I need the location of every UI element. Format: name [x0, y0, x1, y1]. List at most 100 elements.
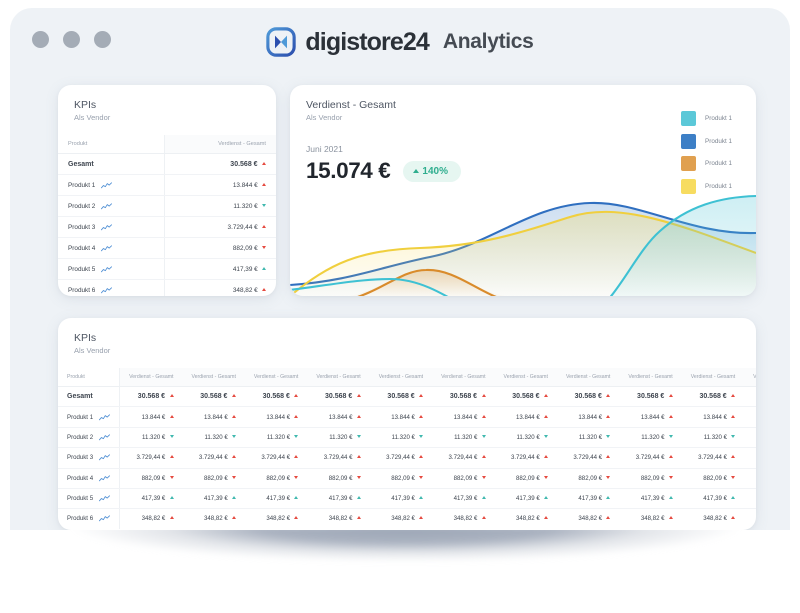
trend-arrow-icon — [294, 455, 299, 459]
detail-col-verdienst[interactable]: Verdienst - Gesamt — [681, 368, 745, 387]
value-cell: 348,82 € — [619, 509, 681, 529]
detail-col-verdienst[interactable]: Verdienst - Gesamt — [744, 368, 756, 387]
detail-col-verdienst[interactable]: Verdienst - Gesamt — [182, 368, 245, 387]
kpi-col-verdienst[interactable]: Verdienst - Gesamt — [163, 135, 276, 154]
table-row[interactable]: Produkt 5 417,39 € — [58, 258, 276, 280]
detail-col-verdienst[interactable]: Verdienst - Gesamt — [432, 368, 495, 387]
kpi-col-produkt[interactable]: Produkt — [58, 135, 165, 154]
table-row[interactable]: Produkt 4 882,09 € 882,09 € 882,09 € 882,… — [58, 468, 756, 489]
detail-col-verdienst[interactable]: Verdienst - Gesamt — [244, 368, 308, 387]
sparkline-icon[interactable] — [99, 475, 111, 482]
trend-arrow-icon — [731, 394, 736, 398]
trend-arrow-icon — [169, 455, 174, 459]
product-name-cell: Produkt 1 — [58, 406, 120, 428]
value-cell: 13.844 € — [681, 406, 745, 428]
value-cell: 11.320 € — [369, 427, 433, 449]
legend-item[interactable]: Produkt 1 — [681, 156, 732, 171]
detail-card-subtitle: Als Vendor — [74, 346, 111, 355]
table-row[interactable]: Produkt 6 348,82 € — [58, 279, 276, 296]
table-row[interactable]: Gesamt 30.568 € 30.568 € 30.568 € 30.568 … — [58, 386, 756, 408]
value-cell: 348,82 € — [495, 509, 557, 529]
value-cell: 11.320 € — [182, 427, 245, 449]
sparkline-icon[interactable] — [99, 495, 111, 502]
value-cell: 13.844 € — [163, 174, 276, 196]
trend-arrow-icon — [356, 475, 361, 479]
minimize-window-icon[interactable] — [63, 31, 80, 48]
detail-col-verdienst[interactable]: Verdienst - Gesamt — [307, 368, 370, 387]
product-label: Produkt 6 — [68, 286, 96, 294]
trend-arrow-icon — [481, 434, 486, 438]
trend-arrow-icon — [294, 434, 299, 438]
trend-arrow-icon — [262, 287, 266, 291]
value-cell: 417,39 € — [307, 488, 370, 510]
close-window-icon[interactable] — [32, 31, 49, 48]
table-row[interactable]: Produkt 1 13.844 € 13.844 € 13.844 € 13.8… — [58, 406, 756, 428]
table-row[interactable]: Produkt 4 882,09 € — [58, 237, 276, 259]
table-row[interactable]: Produkt 5 417,39 € 417,39 € 417,39 € 417,… — [58, 488, 756, 510]
trend-arrow-icon — [262, 161, 266, 165]
sparkline-icon[interactable] — [99, 434, 111, 441]
trend-arrow-icon — [356, 394, 361, 398]
chart-card-header: Verdienst - Gesamt Als Vendor Juni 2021 … — [290, 85, 756, 184]
value-cell: 11.320 € — [619, 427, 682, 449]
value-cell: 11.320 € — [163, 195, 276, 217]
value-cell: 13.844 € — [244, 406, 308, 428]
window-drop-shadow — [70, 526, 742, 598]
detail-col-verdienst[interactable]: Verdienst - Gesamt — [369, 368, 433, 387]
detail-col-produkt[interactable]: Produkt — [58, 368, 120, 387]
product-label: Produkt 2 — [68, 202, 96, 210]
trend-arrow-icon — [668, 496, 673, 500]
product-name-cell: Produkt 5 — [58, 488, 120, 510]
trend-arrow-icon — [356, 434, 361, 438]
value-cell: 13.844 € — [619, 406, 682, 428]
detail-col-verdienst[interactable]: Verdienst - Gesamt — [556, 368, 620, 387]
legend-item[interactable]: Produkt 1 — [681, 133, 732, 149]
value-cell: 30.568 € — [681, 386, 745, 408]
window-titlebar: digistore24 Analytics — [10, 8, 790, 70]
table-row[interactable]: Produkt 2 11.320 € 11.320 € 11.320 € 11.3… — [58, 427, 756, 449]
value-cell: 882,09 € — [744, 468, 756, 489]
trend-arrow-icon — [543, 455, 548, 459]
value-cell: 348,82 € — [183, 509, 245, 529]
product-label: Gesamt — [67, 393, 93, 401]
legend-item[interactable]: Produkt 1 — [681, 178, 732, 194]
value-cell: 11.320 € — [744, 427, 756, 449]
chart-period-label: Juni 2021 — [306, 144, 343, 154]
maximize-window-icon[interactable] — [94, 31, 111, 48]
detail-table-scroll[interactable]: Produkt Verdienst - Gesamt Verdienst - Ge… — [58, 355, 756, 529]
sparkline-icon[interactable] — [101, 223, 113, 231]
legend-item[interactable]: Produkt 1 — [681, 111, 732, 126]
detail-col-verdienst[interactable]: Verdienst - Gesamt — [619, 368, 682, 387]
brand-name: digistore24 — [305, 27, 429, 56]
table-row[interactable]: Gesamt 30.568 € — [58, 153, 276, 175]
table-row[interactable]: Produkt 1 13.844 € — [58, 174, 276, 196]
trend-arrow-icon — [481, 496, 486, 500]
sparkline-icon[interactable] — [101, 286, 113, 294]
sparkline-icon[interactable] — [99, 454, 111, 461]
detail-col-verdienst[interactable]: Verdienst - Gesamt — [494, 368, 557, 387]
table-row[interactable]: Produkt 6 348,82 € 348,82 € 348,82 € 348,… — [58, 508, 756, 529]
detail-col-verdienst[interactable]: Verdienst - Gesamt — [119, 368, 183, 387]
value-cell: 348,82 € — [557, 509, 619, 529]
sparkline-icon[interactable] — [101, 202, 113, 210]
product-label: Produkt 4 — [67, 474, 94, 482]
trend-arrow-icon — [731, 475, 736, 479]
value-cell: 11.320 € — [244, 427, 308, 449]
value-cell: 13.844 € — [432, 406, 495, 428]
sparkline-icon[interactable] — [101, 244, 113, 252]
trend-arrow-icon — [419, 475, 424, 479]
table-row[interactable]: Produkt 3 3.729,44 € 3.729,44 € 3.729,44 … — [58, 447, 756, 469]
traffic-light-buttons — [32, 31, 111, 48]
sparkline-icon[interactable] — [101, 181, 113, 189]
table-row[interactable]: Produkt 3 3.729,44 € — [58, 216, 276, 238]
value-cell: 3.729,44 € — [163, 216, 276, 238]
value-cell: 348,82 € — [119, 508, 183, 529]
trend-arrow-icon — [606, 414, 611, 418]
sparkline-icon[interactable] — [99, 515, 111, 522]
value-cell: 30.568 € — [619, 386, 682, 408]
table-row[interactable]: Produkt 2 11.320 € — [58, 195, 276, 217]
sparkline-icon[interactable] — [99, 413, 111, 421]
trend-arrow-icon — [356, 455, 361, 459]
trend-arrow-icon — [419, 434, 424, 438]
sparkline-icon[interactable] — [101, 265, 113, 273]
